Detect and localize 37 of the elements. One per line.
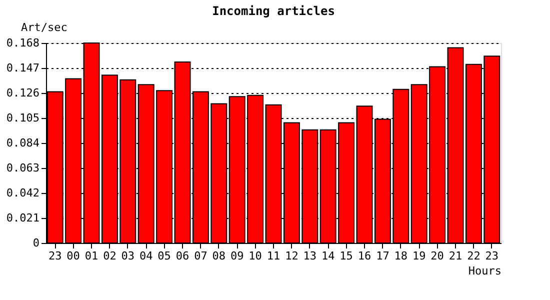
x-tick-label: 20 [430, 250, 444, 262]
x-tick-label: 11 [266, 250, 280, 262]
x-tick-label: 01 [84, 250, 98, 262]
x-tick-label: 10 [248, 250, 262, 262]
x-tick-label: 13 [303, 250, 317, 262]
x-tick-label: 05 [158, 250, 171, 262]
x-tick-label: 09 [230, 250, 244, 262]
y-tick-label: 0.021 [6, 212, 40, 224]
y-tick-label: 0.147 [6, 62, 40, 74]
x-axis-title: Hours [468, 264, 502, 278]
x-tick-label: 00 [66, 250, 80, 262]
x-tick-label: 15 [340, 250, 353, 262]
x-tick-label: 17 [376, 250, 390, 262]
x-tick-label: 14 [321, 250, 336, 262]
chart-title: Incoming articles [212, 4, 335, 18]
x-tick-label: 23 [48, 250, 62, 262]
x-tick-label: 02 [103, 250, 116, 262]
x-tick-label: 19 [412, 250, 426, 262]
x-tick-label: 08 [212, 250, 226, 262]
x-tick-label: 23 [485, 250, 499, 262]
y-axis-title: Art/sec [21, 21, 68, 34]
x-tick-label: 04 [139, 250, 154, 262]
x-tick-label: 22 [467, 250, 480, 262]
y-tick-label: 0.042 [6, 186, 40, 200]
y-tick-label: 0.063 [6, 162, 40, 174]
x-tick-label: 16 [358, 250, 372, 262]
y-tick-label: 0.105 [6, 112, 40, 124]
x-tick-label: 18 [394, 250, 408, 262]
y-tick-label: 0 [32, 236, 40, 250]
x-tick-label: 06 [176, 250, 190, 262]
x-tick-label: 07 [194, 250, 208, 262]
y-tick-label: 0.084 [6, 136, 40, 150]
x-tick-label: 03 [121, 250, 135, 262]
y-tick-label: 0.168 [6, 36, 40, 50]
x-tick-label: 21 [448, 250, 462, 262]
x-tick-label: 12 [285, 250, 298, 262]
y-tick-label: 0.126 [6, 86, 40, 100]
